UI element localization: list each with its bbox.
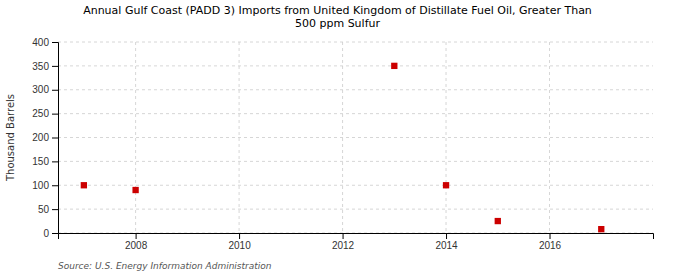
y-tick: 50 bbox=[38, 204, 58, 215]
grid-line-y bbox=[58, 161, 653, 162]
y-tick-label: 0 bbox=[43, 228, 49, 239]
grid-line-y bbox=[58, 42, 653, 43]
y-tick-mark bbox=[52, 66, 58, 67]
grid-line-x bbox=[549, 42, 550, 233]
point bbox=[81, 182, 87, 188]
x-tick-label: 2016 bbox=[539, 240, 562, 251]
x-tick-label: 2010 bbox=[228, 240, 251, 251]
y-tick-label: 300 bbox=[32, 84, 49, 95]
y-axis-line bbox=[52, 43, 59, 234]
y-tick-label: 350 bbox=[32, 61, 49, 72]
grid-line-x bbox=[342, 42, 343, 233]
chart: Annual Gulf Coast (PADD 3) Imports from … bbox=[0, 0, 675, 275]
x-tick: 2014 bbox=[435, 233, 458, 251]
y-tick: 300 bbox=[32, 84, 58, 95]
x-tick-label: 2012 bbox=[332, 240, 355, 251]
source: Source: U.S. Energy Information Administ… bbox=[58, 261, 272, 271]
plot: 2008 2010 2012 2014 2016 0 50 100 150 200 250 300 35… bbox=[32, 37, 653, 251]
y-tick-mark bbox=[52, 233, 58, 234]
y-tick-mark bbox=[52, 138, 58, 139]
x-tick-label: 2008 bbox=[125, 240, 148, 251]
x-tick: 2010 bbox=[228, 233, 251, 251]
grid-line-y bbox=[58, 185, 653, 186]
x-tick-mark bbox=[550, 233, 551, 239]
x-axis-line bbox=[59, 234, 654, 240]
x-axis: 2008 2010 2012 2014 2016 bbox=[59, 233, 654, 251]
x-tick-mark bbox=[136, 233, 137, 239]
y-tick: 250 bbox=[32, 108, 58, 119]
title-line: Annual Gulf Coast (PADD 3) Imports from … bbox=[83, 4, 592, 17]
title-line: 500 ppm Sulfur bbox=[295, 17, 381, 30]
y-tick-label: 400 bbox=[32, 37, 49, 48]
y-tick-mark bbox=[52, 161, 58, 162]
y-tick-mark bbox=[52, 90, 58, 91]
x-tick: 2016 bbox=[539, 233, 562, 251]
y-tick: 400 bbox=[32, 37, 58, 48]
y-tick-mark bbox=[52, 114, 58, 115]
grid-line-y bbox=[58, 113, 653, 114]
point bbox=[495, 218, 501, 224]
y-tick-label: 50 bbox=[38, 204, 50, 215]
x-tick: 2012 bbox=[332, 233, 355, 251]
y-axis: 0 50 100 150 200 250 300 350 400 bbox=[32, 37, 58, 239]
point bbox=[132, 187, 138, 193]
x-tick-mark bbox=[446, 233, 447, 239]
y-tick-label: 100 bbox=[32, 180, 49, 191]
y-tick: 150 bbox=[32, 156, 58, 167]
x-tick-mark bbox=[239, 233, 240, 239]
y-tick-label: 250 bbox=[32, 108, 49, 119]
point bbox=[391, 63, 397, 69]
grid-line-y bbox=[58, 65, 653, 66]
y-tick-label: 200 bbox=[32, 132, 49, 143]
x-tick-mark bbox=[343, 233, 344, 239]
y-axis-title: Thousand Barrels bbox=[5, 94, 16, 182]
x-tick: 2008 bbox=[125, 233, 148, 251]
y-tick-mark bbox=[52, 209, 58, 210]
x-tick-label: 2014 bbox=[435, 240, 458, 251]
grid bbox=[58, 42, 653, 233]
y-tick: 350 bbox=[32, 61, 58, 72]
grid-line-y bbox=[58, 209, 653, 210]
grid-line-x bbox=[446, 42, 447, 233]
y-tick: 200 bbox=[32, 132, 58, 143]
y-tick-mark bbox=[52, 185, 58, 186]
point bbox=[598, 226, 604, 232]
y-tick-mark bbox=[52, 42, 58, 43]
y-tick-label: 150 bbox=[32, 156, 49, 167]
y-tick: 100 bbox=[32, 180, 58, 191]
grid-line-x bbox=[239, 42, 240, 233]
grid-line-y bbox=[58, 89, 653, 90]
grid-line-y bbox=[58, 137, 653, 138]
point bbox=[443, 182, 449, 188]
grid-line-x bbox=[135, 42, 136, 233]
title: Annual Gulf Coast (PADD 3) Imports from … bbox=[83, 4, 592, 30]
marks bbox=[81, 63, 605, 233]
y-tick: 0 bbox=[43, 228, 58, 239]
